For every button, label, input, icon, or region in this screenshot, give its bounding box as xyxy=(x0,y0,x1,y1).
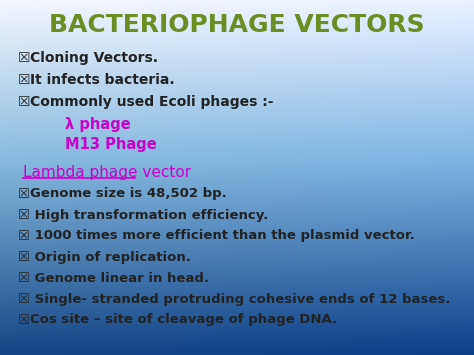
Text: ☒: ☒ xyxy=(18,95,30,109)
Text: High transformation efficiency.: High transformation efficiency. xyxy=(30,208,268,222)
Text: ☒: ☒ xyxy=(18,272,30,284)
Text: Origin of replication.: Origin of replication. xyxy=(30,251,191,263)
Text: Single- stranded protruding cohesive ends of 12 bases.: Single- stranded protruding cohesive end… xyxy=(30,293,450,306)
Text: ☒: ☒ xyxy=(18,187,30,201)
Text: ☒: ☒ xyxy=(18,51,30,65)
Text: Lambda phage vector: Lambda phage vector xyxy=(23,164,191,180)
Text: Cos site – site of cleavage of phage DNA.: Cos site – site of cleavage of phage DNA… xyxy=(30,313,337,327)
Text: ☒: ☒ xyxy=(18,73,30,87)
Text: Genome linear in head.: Genome linear in head. xyxy=(30,272,209,284)
Text: BACTERIOPHAGE VECTORS: BACTERIOPHAGE VECTORS xyxy=(49,13,425,37)
Text: ☒: ☒ xyxy=(18,293,30,306)
Text: Genome size is 48,502 bp.: Genome size is 48,502 bp. xyxy=(30,187,227,201)
Text: ☒: ☒ xyxy=(18,229,30,242)
Text: Cloning Vectors.: Cloning Vectors. xyxy=(30,51,158,65)
Text: ☒: ☒ xyxy=(18,208,30,222)
Text: ☒: ☒ xyxy=(18,313,30,327)
Text: λ phage: λ phage xyxy=(65,116,131,131)
Text: 1000 times more efficient than the plasmid vector.: 1000 times more efficient than the plasm… xyxy=(30,229,415,242)
Text: It infects bacteria.: It infects bacteria. xyxy=(30,73,174,87)
Text: M13 Phage: M13 Phage xyxy=(65,137,157,152)
Text: ☒: ☒ xyxy=(18,251,30,263)
Text: Commonly used Ecoli phages :-: Commonly used Ecoli phages :- xyxy=(30,95,273,109)
